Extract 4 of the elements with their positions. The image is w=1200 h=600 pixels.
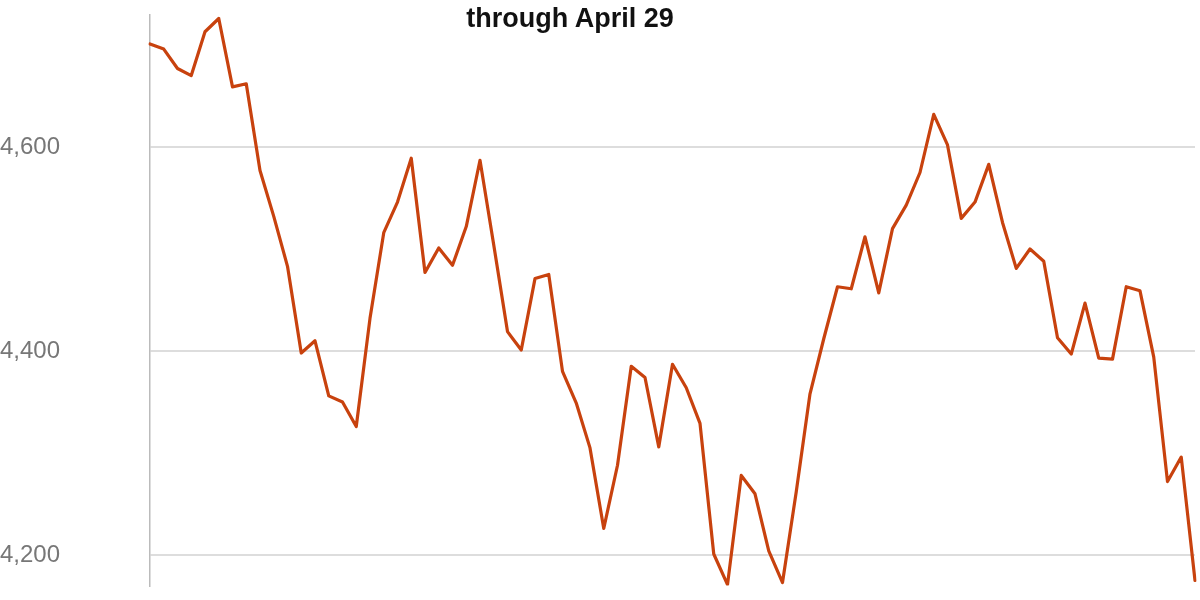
chart-title: through April 29 (466, 3, 674, 34)
y-tick-label: 4,400 (0, 335, 61, 363)
y-tick-label: 4,200 (0, 539, 61, 567)
y-tick-label: 4,600 (0, 131, 61, 159)
